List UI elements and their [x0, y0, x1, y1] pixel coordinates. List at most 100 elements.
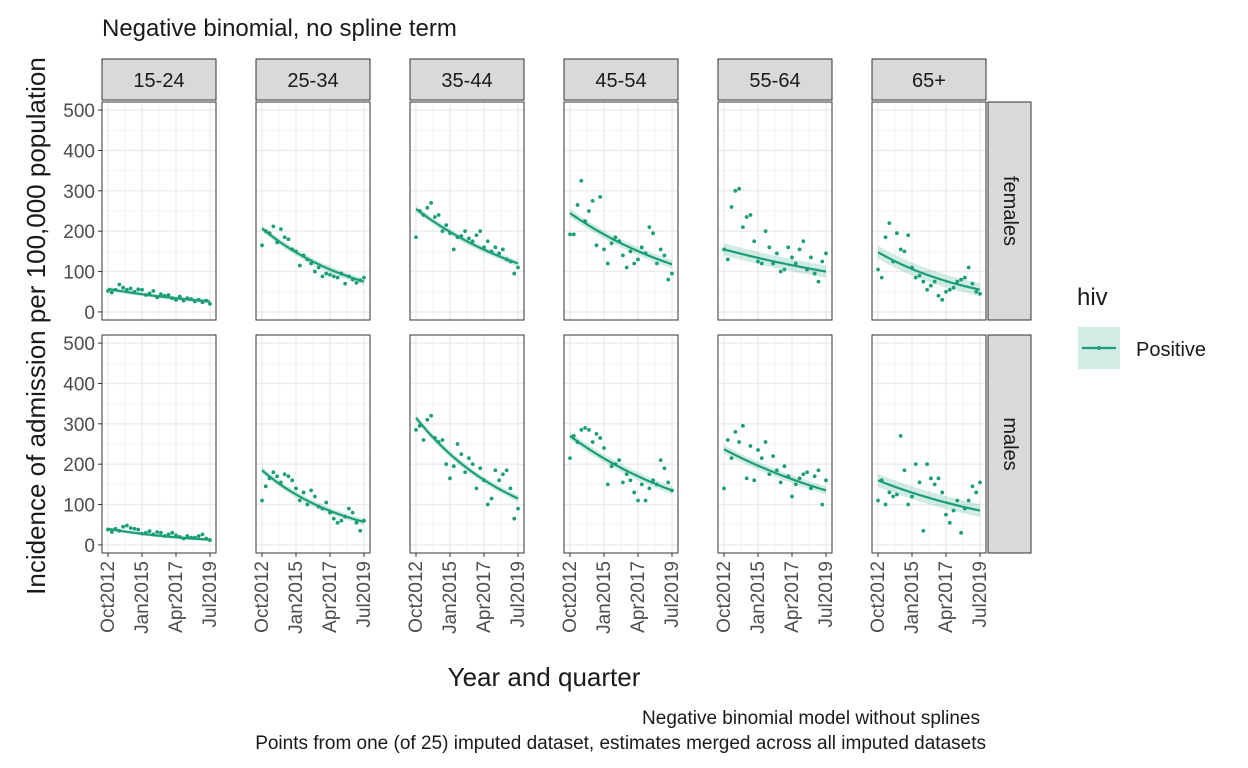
data-point	[932, 482, 937, 487]
data-point	[579, 178, 584, 183]
data-point	[632, 490, 637, 495]
data-point	[613, 235, 618, 240]
y-axis-label: Incidence of admission per 100,000 popul…	[21, 57, 51, 595]
fitted-line	[569, 212, 673, 266]
data-point	[489, 249, 494, 254]
data-point	[590, 199, 595, 203]
data-point	[278, 227, 283, 232]
data-point	[451, 247, 456, 252]
data-point	[312, 269, 317, 274]
data-point	[774, 251, 779, 256]
data-point	[436, 440, 441, 444]
data-point	[928, 476, 933, 481]
data-point	[628, 478, 633, 483]
data-point	[962, 506, 967, 511]
data-point	[658, 458, 663, 463]
data-point	[978, 480, 982, 485]
data-point	[294, 486, 298, 491]
confidence-band	[570, 431, 672, 495]
data-point	[666, 277, 671, 282]
data-point	[744, 476, 749, 481]
panel-border	[101, 334, 217, 554]
x-tick-label: Jul2019	[662, 561, 683, 628]
data-point	[812, 474, 817, 479]
data-point	[887, 490, 892, 495]
data-point	[448, 476, 452, 481]
data-point	[955, 279, 960, 284]
data-point	[906, 502, 911, 507]
data-point	[620, 480, 625, 485]
data-point	[271, 470, 276, 475]
data-point	[790, 255, 794, 260]
data-point	[106, 289, 110, 293]
data-point	[309, 261, 314, 266]
legend: hiv Positive	[1077, 284, 1206, 369]
panel-border	[871, 101, 987, 321]
data-point	[282, 235, 287, 240]
panel-border	[409, 334, 525, 554]
data-point	[763, 440, 768, 444]
panel-border	[717, 101, 833, 321]
panel-females-25-34	[255, 101, 371, 321]
data-point	[275, 240, 280, 245]
data-point	[722, 486, 726, 491]
x-tick-label: Jan2015	[748, 561, 769, 634]
data-point	[196, 534, 201, 538]
data-point	[925, 287, 930, 292]
data-point	[767, 245, 772, 250]
data-point	[605, 261, 610, 266]
data-point	[155, 295, 160, 300]
data-point	[568, 232, 572, 237]
data-point	[470, 462, 475, 467]
data-point	[906, 233, 911, 238]
data-point	[459, 234, 464, 238]
data-point	[756, 448, 760, 452]
y-tick-label: 200	[63, 455, 95, 476]
column-strip-label: 55-64	[749, 70, 800, 92]
caption-line-2: Points from one (of 25) imputed dataset,…	[255, 733, 986, 754]
data-point	[966, 265, 971, 270]
data-point	[579, 427, 584, 432]
data-point	[470, 239, 475, 244]
x-tick-label: Apr2017	[166, 561, 187, 633]
data-point	[824, 251, 828, 256]
fitted-line	[415, 417, 519, 500]
data-point	[436, 213, 441, 217]
data-point	[962, 275, 967, 280]
data-point	[328, 510, 332, 515]
data-point	[925, 462, 930, 467]
data-point	[278, 480, 283, 485]
panel-females-55-64	[717, 101, 833, 321]
data-point	[358, 278, 363, 283]
data-point	[106, 527, 110, 532]
data-point	[286, 237, 291, 242]
confidence-band	[262, 225, 364, 285]
data-point	[662, 466, 667, 471]
data-point	[913, 462, 918, 467]
data-point	[109, 290, 114, 295]
data-point	[797, 247, 802, 252]
data-point	[425, 205, 430, 210]
data-point	[816, 468, 821, 473]
y-tick-label: 300	[63, 182, 95, 203]
data-point	[748, 213, 753, 217]
data-point	[200, 532, 205, 537]
data-point	[478, 466, 483, 471]
data-point	[271, 224, 276, 229]
data-point	[620, 253, 625, 258]
data-point	[166, 293, 171, 297]
data-point	[891, 494, 896, 499]
data-point	[162, 293, 167, 298]
data-point	[267, 231, 272, 236]
data-point	[932, 279, 937, 284]
data-point	[158, 292, 163, 297]
data-point	[282, 472, 287, 477]
data-point	[898, 434, 903, 438]
data-point	[940, 490, 945, 495]
data-point	[605, 482, 610, 487]
data-point	[451, 464, 456, 469]
data-point	[666, 480, 671, 485]
data-point	[417, 209, 422, 213]
data-point	[301, 253, 306, 258]
